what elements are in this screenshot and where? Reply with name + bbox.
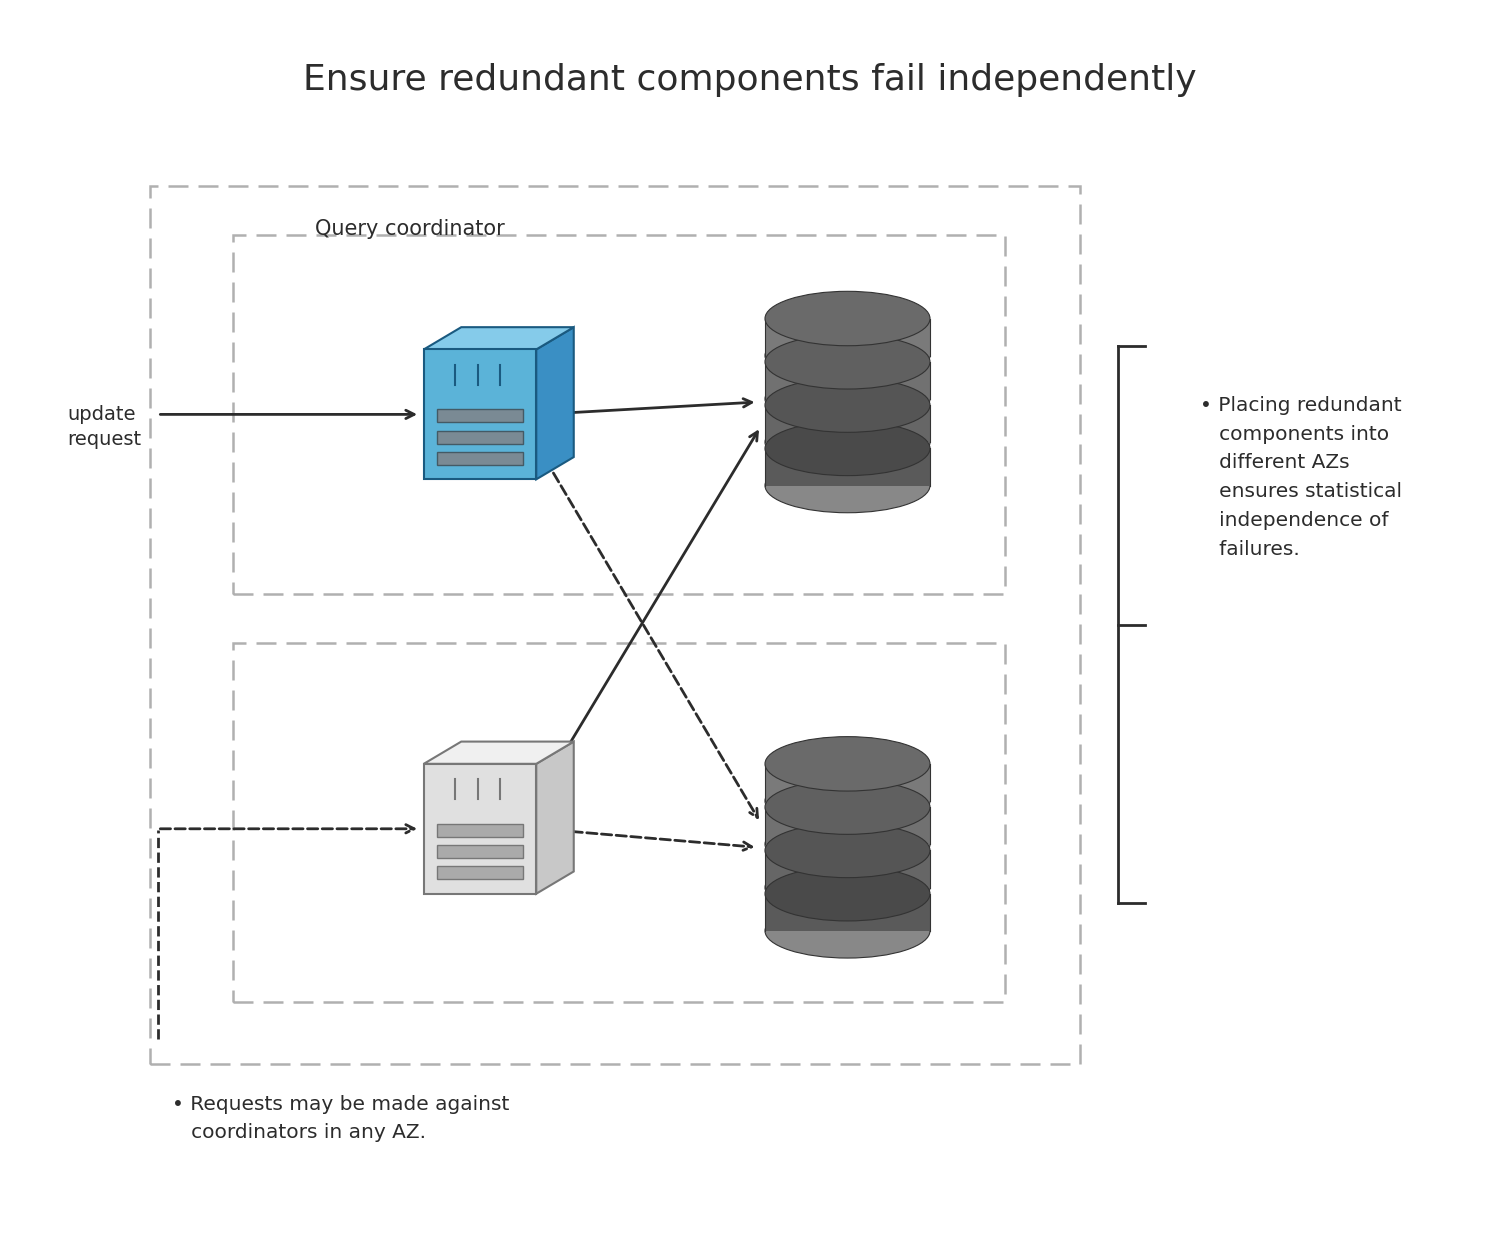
Polygon shape: [438, 430, 522, 444]
Polygon shape: [424, 741, 574, 763]
Ellipse shape: [765, 292, 930, 345]
Polygon shape: [765, 764, 930, 802]
Ellipse shape: [765, 903, 930, 957]
Ellipse shape: [765, 421, 930, 475]
Text: Ensure redundant components fail independently: Ensure redundant components fail indepen…: [303, 63, 1197, 98]
Ellipse shape: [765, 335, 930, 388]
Polygon shape: [424, 763, 537, 893]
Polygon shape: [765, 404, 930, 443]
Ellipse shape: [765, 774, 930, 829]
Polygon shape: [537, 327, 574, 480]
Ellipse shape: [765, 866, 930, 920]
Polygon shape: [424, 327, 574, 349]
Polygon shape: [438, 824, 522, 836]
Text: Query coordinator: Query coordinator: [315, 219, 504, 239]
Polygon shape: [765, 361, 930, 398]
Ellipse shape: [765, 737, 930, 792]
Polygon shape: [438, 409, 522, 422]
Polygon shape: [765, 893, 930, 931]
Ellipse shape: [765, 371, 930, 426]
Bar: [232, 235, 1005, 594]
Ellipse shape: [765, 861, 930, 915]
Ellipse shape: [765, 781, 930, 834]
Polygon shape: [438, 866, 522, 880]
Polygon shape: [438, 452, 522, 465]
Text: • Placing redundant
   components into
   different AZs
   ensures statistical
 : • Placing redundant components into diff…: [1200, 396, 1402, 559]
Ellipse shape: [765, 416, 930, 469]
Ellipse shape: [765, 328, 930, 383]
Text: update
request: update request: [68, 404, 141, 449]
Polygon shape: [537, 741, 574, 893]
Ellipse shape: [765, 379, 930, 432]
Ellipse shape: [765, 818, 930, 871]
Polygon shape: [765, 851, 930, 888]
Polygon shape: [765, 448, 930, 485]
Bar: [232, 643, 1005, 1002]
Polygon shape: [424, 349, 537, 480]
Polygon shape: [765, 808, 930, 844]
Bar: [150, 186, 1080, 1064]
Polygon shape: [438, 845, 522, 858]
Ellipse shape: [765, 458, 930, 512]
Ellipse shape: [765, 824, 930, 878]
Text: • Requests may be made against
   coordinators in any AZ.: • Requests may be made against coordinat…: [172, 1095, 510, 1143]
Polygon shape: [765, 318, 930, 356]
